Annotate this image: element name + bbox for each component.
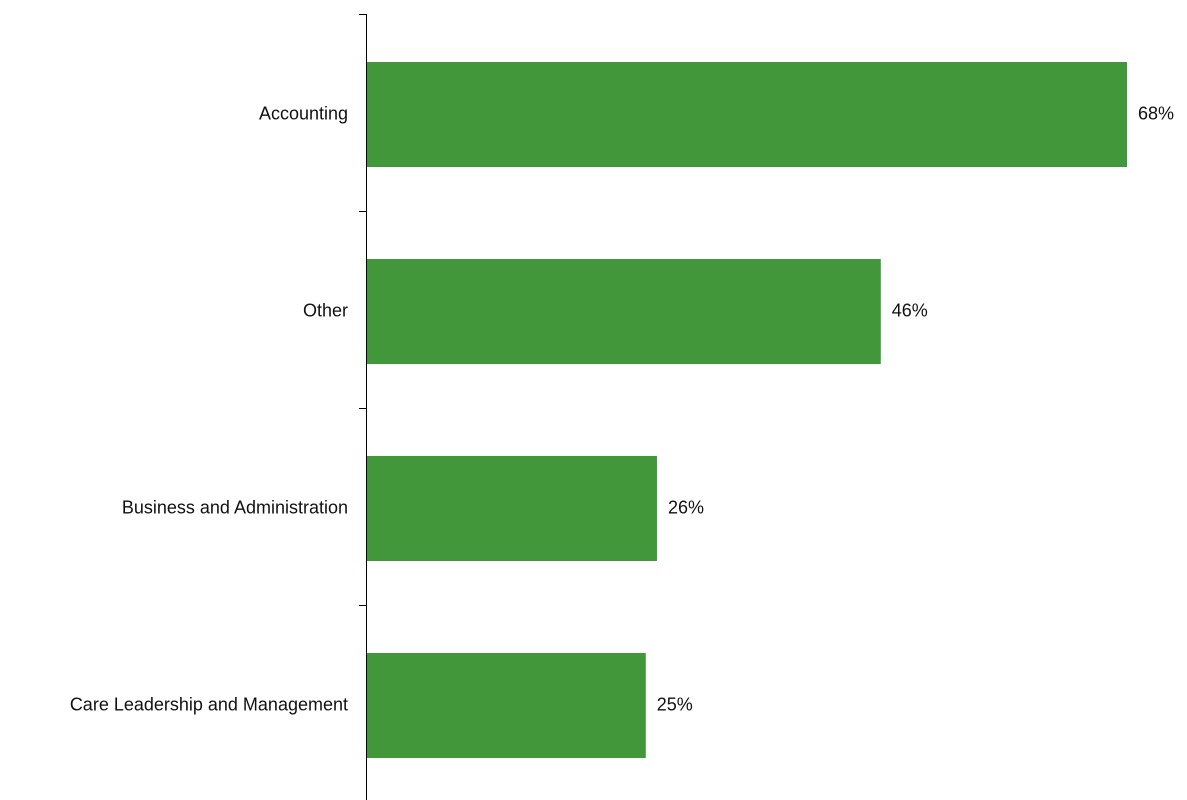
value-label: 68% [1138,103,1174,123]
labels-layer: Accounting 68% Other 46% Business and Admini… [70,103,1174,714]
category-label: Accounting [259,103,348,123]
bar [366,456,657,561]
bar [366,653,646,758]
bars-layer [366,62,1127,758]
value-label: 46% [892,300,928,320]
category-label: Business and Administration [122,497,348,517]
value-label: 25% [657,694,693,714]
category-label: Care Leadership and Management [70,694,348,714]
bar [366,62,1127,167]
category-axis [359,14,367,800]
value-label: 26% [668,497,704,517]
category-label: Other [303,300,348,320]
bar [366,259,881,364]
